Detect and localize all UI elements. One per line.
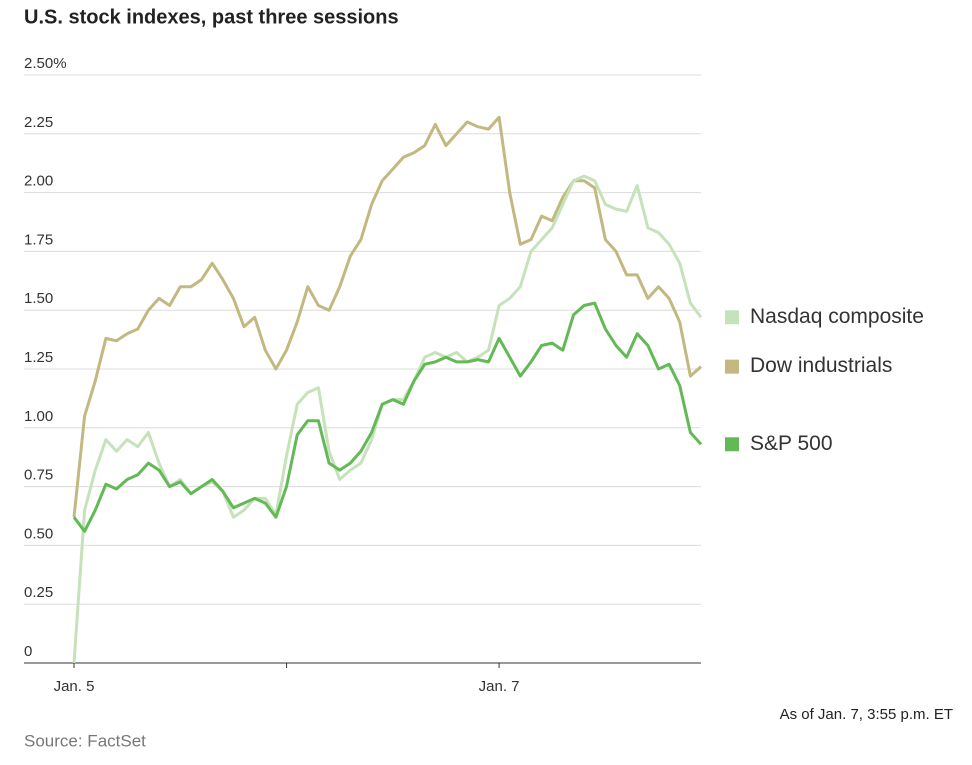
y-tick-label: 1.25 bbox=[24, 349, 53, 366]
y-tick-label: 0.75 bbox=[24, 467, 53, 484]
legend-swatch bbox=[725, 437, 739, 452]
y-tick-label: 2.25 bbox=[24, 114, 53, 131]
y-tick-label: 2.50% bbox=[24, 55, 67, 72]
y-tick-label: 0.50 bbox=[24, 525, 53, 542]
note: As of Jan. 7, 3:55 p.m. ET bbox=[780, 706, 953, 723]
x-tick-label: Jan. 7 bbox=[479, 678, 520, 695]
chart-title: U.S. stock indexes, past three sessions bbox=[24, 6, 399, 28]
y-tick-label: 1.75 bbox=[24, 231, 53, 248]
source: Source: FactSet bbox=[24, 731, 146, 750]
legend-label: Dow industrials bbox=[750, 354, 892, 377]
legend-label: S&P 500 bbox=[750, 432, 833, 455]
y-tick-label: 1.00 bbox=[24, 408, 53, 425]
series-line bbox=[72, 115, 703, 518]
series-line bbox=[72, 301, 703, 533]
legend-label: Nasdaq composite bbox=[750, 305, 924, 328]
y-tick-label: 2.00 bbox=[24, 173, 53, 190]
y-tick-label: 1.50 bbox=[24, 290, 53, 307]
legend-swatch bbox=[725, 310, 739, 325]
x-tick-label: Jan. 5 bbox=[54, 678, 95, 695]
series-line bbox=[72, 174, 703, 664]
legend-swatch bbox=[725, 359, 739, 374]
y-tick-label: 0 bbox=[24, 643, 32, 660]
y-tick-label: 0.25 bbox=[24, 584, 53, 601]
